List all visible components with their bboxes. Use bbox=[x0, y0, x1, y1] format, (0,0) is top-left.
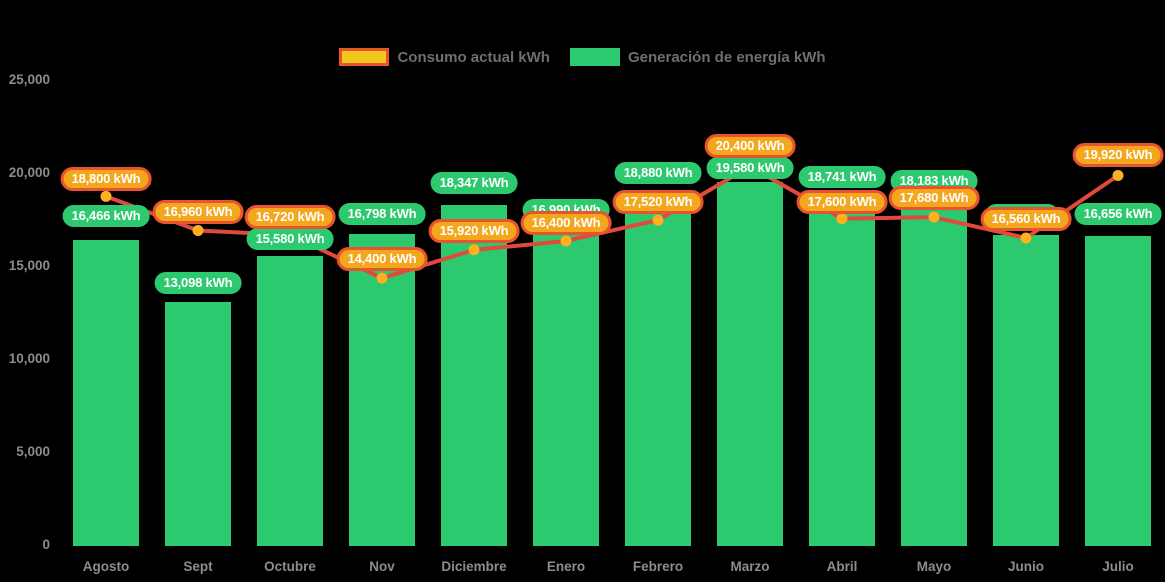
legend-label: Generación de energía kWh bbox=[627, 48, 826, 66]
generation-legend-swatch-icon bbox=[569, 48, 620, 66]
consumption-label-febrero: 17,520 kWh bbox=[612, 190, 704, 214]
y-axis-tick-label: 20,000 bbox=[8, 165, 50, 180]
generation-bar-sept[interactable] bbox=[165, 302, 231, 546]
consumption-point-enero[interactable] bbox=[560, 235, 572, 247]
consumption-point-mayo[interactable] bbox=[928, 211, 940, 223]
x-axis-label-marzo: Marzo bbox=[730, 559, 770, 574]
generation-bar-nov[interactable] bbox=[349, 233, 415, 546]
generation-bar-julio[interactable] bbox=[1085, 236, 1151, 546]
consumption-label-mayo: 17,680 kWh bbox=[888, 186, 980, 210]
x-axis-label-diciembre: Diciembre bbox=[441, 559, 507, 574]
generation-label-julio: 16,656 kWh bbox=[1074, 203, 1162, 225]
generation-bar-febrero[interactable] bbox=[625, 194, 691, 546]
generation-label-octubre: 15,580 kWh bbox=[246, 228, 334, 250]
generation-label-abril: 18,741 kWh bbox=[798, 166, 886, 188]
consumption-point-sept[interactable] bbox=[192, 225, 204, 237]
generation-bar-junio[interactable] bbox=[993, 234, 1059, 546]
legend-item-generacion[interactable]: Generación de energía kWh bbox=[569, 48, 826, 66]
consumption-point-abril[interactable] bbox=[836, 213, 848, 225]
y-axis-tick-label: 10,000 bbox=[8, 351, 50, 366]
x-axis-label-sept: Sept bbox=[183, 559, 213, 574]
consumption-label-julio: 19,920 kWh bbox=[1072, 143, 1164, 167]
generation-label-agosto: 16,466 kWh bbox=[62, 205, 150, 227]
generation-bar-diciembre[interactable] bbox=[441, 204, 507, 546]
generation-label-febrero: 18,880 kWh bbox=[614, 162, 702, 184]
generation-bar-abril[interactable] bbox=[809, 197, 875, 546]
x-axis-label-mayo: Mayo bbox=[916, 559, 952, 574]
consumption-label-nov: 14,400 kWh bbox=[336, 247, 428, 271]
consumption-point-junio[interactable] bbox=[1020, 232, 1032, 244]
generation-label-marzo: 19,580 kWh bbox=[706, 157, 794, 179]
x-axis-label-enero: Enero bbox=[546, 559, 586, 574]
consumption-label-agosto: 18,800 kWh bbox=[60, 167, 152, 191]
consumption-label-junio: 16,560 kWh bbox=[980, 207, 1072, 231]
y-axis-tick-label: 0 bbox=[42, 537, 50, 552]
consumption-label-marzo: 20,400 kWh bbox=[704, 134, 796, 158]
x-axis-label-nov: Nov bbox=[369, 559, 395, 574]
generation-bar-marzo[interactable] bbox=[717, 181, 783, 546]
x-axis-label-febrero: Febrero bbox=[632, 559, 684, 574]
consumption-point-febrero[interactable] bbox=[652, 214, 664, 226]
consumption-point-julio[interactable] bbox=[1112, 169, 1124, 181]
x-axis-label-abril: Abril bbox=[826, 559, 858, 574]
consumption-point-diciembre[interactable] bbox=[468, 244, 480, 256]
consumption-label-sept: 16,960 kWh bbox=[152, 200, 244, 224]
generation-label-diciembre: 18,347 kWh bbox=[430, 172, 518, 194]
consumption-legend-swatch-icon bbox=[339, 48, 390, 66]
y-axis-tick-label: 25,000 bbox=[8, 72, 50, 87]
legend-label: Consumo actual kWh bbox=[397, 48, 550, 66]
consumption-label-octubre: 16,720 kWh bbox=[244, 205, 336, 229]
x-axis-label-junio: Junio bbox=[1008, 559, 1044, 574]
generation-bar-mayo[interactable] bbox=[901, 207, 967, 546]
consumption-point-agosto[interactable] bbox=[100, 190, 112, 202]
consumption-label-enero: 16,400 kWh bbox=[520, 211, 612, 235]
x-axis-label-agosto: Agosto bbox=[82, 559, 130, 574]
generation-label-nov: 16,798 kWh bbox=[338, 203, 426, 225]
generation-bar-enero[interactable] bbox=[533, 229, 599, 546]
x-axis-label-julio: Julio bbox=[1102, 559, 1134, 574]
y-axis-tick-label: 5,000 bbox=[16, 444, 50, 459]
generation-label-sept: 13,098 kWh bbox=[154, 272, 242, 294]
consumption-label-abril: 17,600 kWh bbox=[796, 190, 888, 214]
legend-item-consumo[interactable]: Consumo actual kWh bbox=[339, 48, 550, 66]
generation-bar-agosto[interactable] bbox=[73, 239, 139, 546]
x-axis-label-octubre: Octubre bbox=[264, 559, 316, 574]
generation-bar-octubre[interactable] bbox=[257, 256, 323, 546]
consumption-label-diciembre: 15,920 kWh bbox=[428, 219, 520, 243]
y-axis-tick-label: 15,000 bbox=[8, 258, 50, 273]
consumption-point-nov[interactable] bbox=[376, 272, 388, 284]
chart-legend: Consumo actual kWh Generación de energía… bbox=[0, 48, 1165, 66]
